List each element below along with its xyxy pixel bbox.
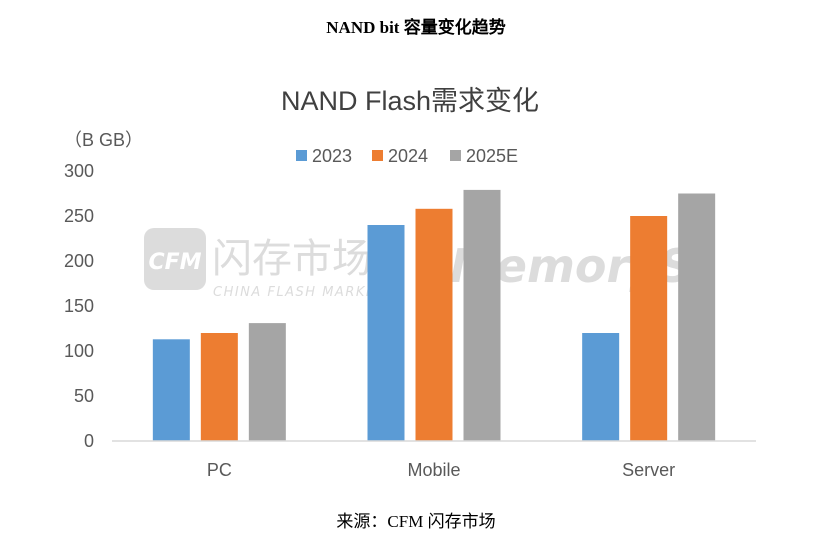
bar-server-2024 [630,216,668,441]
legend-swatch-2025e [450,150,461,161]
y-tick-label: 300 [64,161,94,181]
watermark-english: CHINA FLASH MARKET [213,285,385,300]
chart-title: NAND Flash需求变化 [281,86,539,116]
y-tick-label: 50 [74,386,94,406]
legend-label-2024: 2024 [388,146,428,166]
y-axis-ticks: 0 50 100 150 200 250 300 [64,161,94,451]
x-tick-label: PC [207,460,232,480]
bar-server-2023 [582,333,620,441]
x-tick-label: Mobile [407,460,460,480]
bars [152,189,716,441]
bar-mobile-2023 [367,225,405,441]
x-tick-label: Server [622,460,675,480]
legend-label-2023: 2023 [312,146,352,166]
bar-mobile-2024 [415,208,453,441]
y-tick-label: 0 [84,431,94,451]
bar-server-2025e [678,193,716,441]
legend-swatch-2023 [296,150,307,161]
y-tick-label: 150 [64,296,94,316]
watermark-logo-text: CFM [148,250,201,275]
legend-swatch-2024 [372,150,383,161]
source-note: 来源：CFM 闪存市场 [336,512,496,531]
legend: 2023 2024 2025E [296,146,518,166]
legend-label-2025e: 2025E [466,146,518,166]
y-axis-unit-label: （B GB） [64,130,143,150]
y-tick-label: 100 [64,341,94,361]
y-tick-label: 200 [64,251,94,271]
document-title: NAND bit 容量变化趋势 [326,18,506,37]
bar-pc-2025e [248,323,286,441]
bar-pc-2024 [200,333,238,441]
x-axis-ticks: PC Mobile Server [207,460,675,480]
bar-mobile-2025e [463,189,501,441]
y-tick-label: 250 [64,206,94,226]
watermark-logo-box [144,228,206,290]
watermark-chinese: 闪存市场 [212,236,372,282]
bar-pc-2023 [152,339,190,441]
